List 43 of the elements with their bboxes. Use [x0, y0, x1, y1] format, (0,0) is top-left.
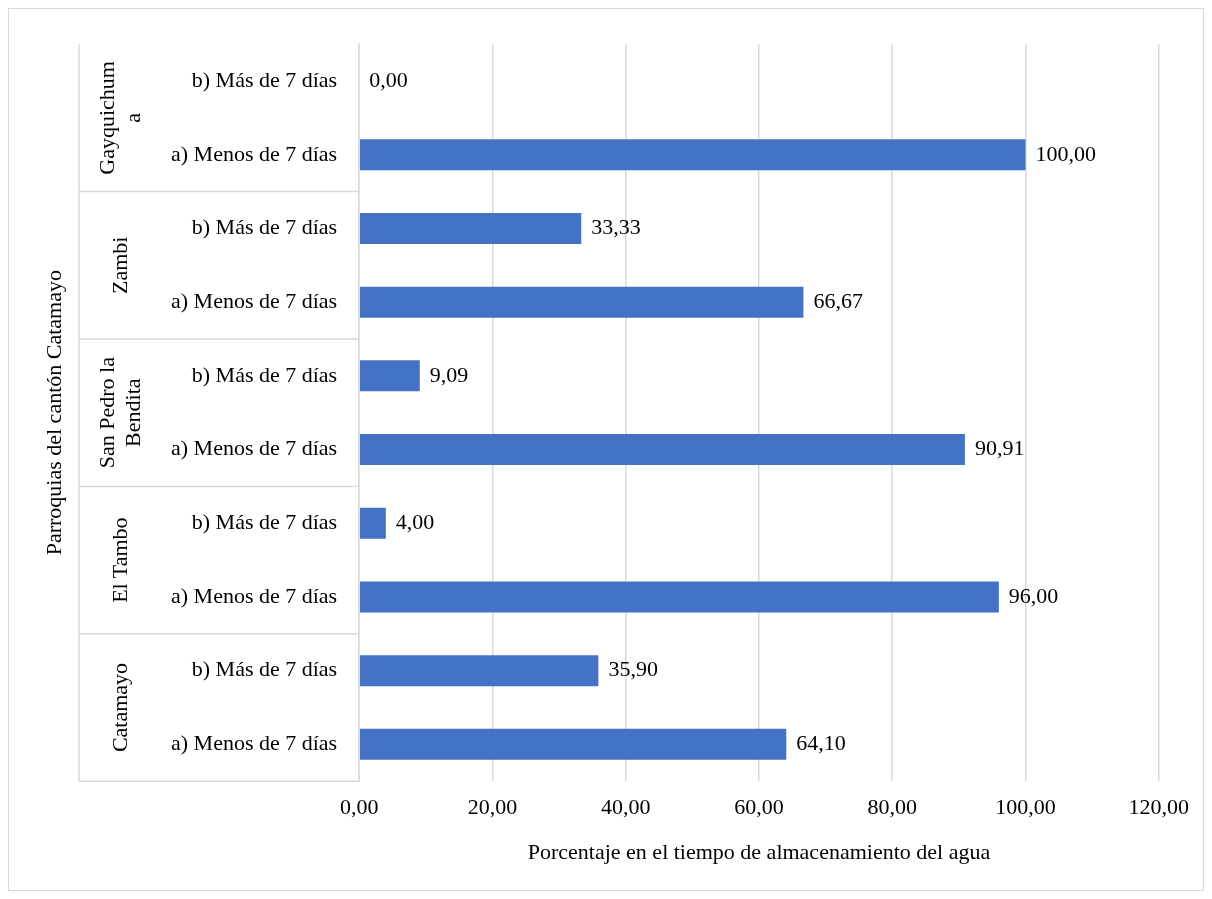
text: El Tambo	[106, 517, 132, 603]
y-tick-label: a) Menos de 7 días	[170, 140, 338, 166]
x-tick-label: 40,00	[600, 794, 651, 820]
y-tick-label: a) Menos de 7 días	[170, 435, 338, 461]
data-label: 66,67	[813, 287, 863, 313]
y-tick-label: b) Más de 7 días	[191, 66, 338, 92]
data-label: 100,00	[1035, 140, 1096, 166]
text: Zambi	[106, 236, 132, 295]
bar	[359, 286, 804, 318]
y-tick-label: b) Más de 7 días	[191, 214, 338, 240]
y-tick-label: a) Menos de 7 días	[170, 730, 338, 756]
text: San Pedro la Bendita	[93, 356, 145, 469]
data-label: 90,91	[974, 435, 1025, 461]
y-axis-title: Parroquias del cantón Catamayo	[40, 270, 66, 556]
data-label: 0,00	[369, 66, 408, 92]
text: Gayquichuma	[93, 61, 145, 175]
data-label: 33,33	[591, 214, 641, 240]
x-tick-label: 80,00	[867, 794, 917, 820]
data-label: 4,00	[395, 509, 435, 535]
data-label: 64,10	[796, 730, 846, 756]
bar	[359, 434, 965, 466]
data-label: 35,90	[608, 656, 658, 682]
y-tick-label: b) Más de 7 días	[191, 361, 338, 387]
bar	[359, 581, 999, 613]
y-tick-label: b) Más de 7 días	[191, 509, 338, 535]
bar	[359, 212, 582, 244]
data-label: 9,09	[429, 361, 469, 387]
y-tick-label: a) Menos de 7 días	[170, 582, 338, 608]
bar	[359, 139, 1026, 171]
x-tick-label: 100,00	[995, 794, 1056, 820]
y-tick-label: a) Menos de 7 días	[170, 287, 338, 313]
x-tick-label: 60,00	[734, 794, 784, 820]
x-tick-label: 120,00	[1128, 794, 1189, 820]
text: Catamayo	[106, 662, 132, 753]
data-label: 96,00	[1008, 582, 1059, 608]
bar	[359, 507, 386, 539]
x-tick-label: 0,00	[339, 794, 379, 820]
x-tick-label: 20,00	[467, 794, 518, 820]
bar	[359, 728, 787, 760]
y-tick-label: b) Más de 7 días	[191, 656, 338, 682]
x-axis-title: Porcentaje en el tiempo de almacenamiento del agua	[527, 838, 991, 864]
bar	[359, 360, 420, 392]
bar	[359, 655, 599, 687]
